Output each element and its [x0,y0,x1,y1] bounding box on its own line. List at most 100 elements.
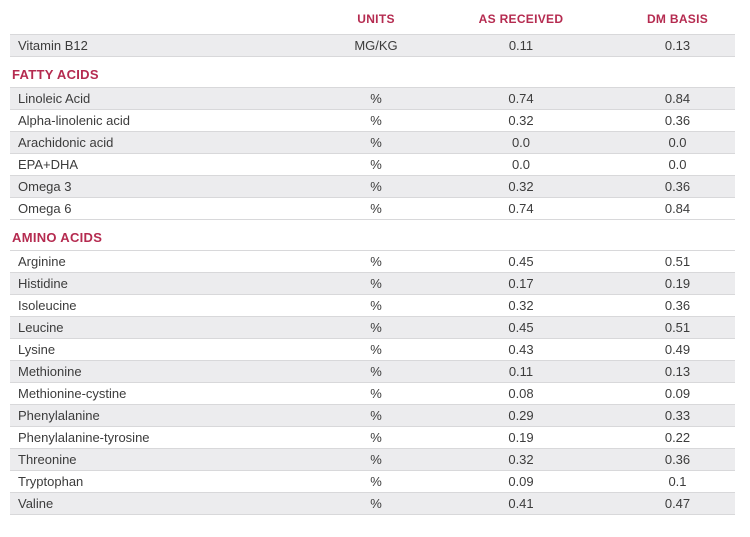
row-label: Isoleucine [10,294,330,317]
row-label: Methionine [10,360,330,383]
row-as-received: 0.74 [422,197,620,220]
row-units: % [330,382,422,405]
row-label: Omega 3 [10,175,330,198]
row-as-received: 0.45 [422,250,620,273]
row-dm-basis: 0.84 [620,197,735,220]
row-label: Alpha-linolenic acid [10,109,330,132]
row-dm-basis: 0.13 [620,360,735,383]
row-dm-basis: 0.51 [620,250,735,273]
row-label: Threonine [10,448,330,471]
table-row: Isoleucine% 0.32 0.36 [10,294,735,317]
row-units: % [330,153,422,176]
row-label: Tryptophan [10,470,330,493]
row-label: Arginine [10,250,330,273]
row-dm-basis: 0.36 [620,175,735,198]
row-units: % [330,272,422,295]
row-as-received: 0.32 [422,109,620,132]
column-header-as-received: AS RECEIVED [478,12,564,26]
row-as-received: 0.08 [422,382,620,405]
row-as-received: 0.09 [422,470,620,493]
table-row: Vitamin B12 MG/KG 0.11 0.13 [10,34,735,57]
row-dm-basis: 0.22 [620,426,735,449]
row-dm-basis: 0.51 [620,316,735,339]
row-as-received: 0.32 [422,448,620,471]
row-dm-basis: 0.36 [620,294,735,317]
row-units: % [330,338,422,361]
table-row: Alpha-linolenic acid% 0.32 0.36 [10,109,735,132]
row-as-received: 0.19 [422,426,620,449]
row-units: MG/KG [330,34,422,57]
row-label: Valine [10,492,330,515]
row-dm-basis: 0.84 [620,87,735,110]
row-units: % [330,131,422,154]
row-dm-basis: 0.0 [620,153,735,176]
row-label: Vitamin B12 [10,34,330,57]
section-heading-row: AMINO ACIDS [10,220,735,251]
row-units: % [330,492,422,515]
section-heading: FATTY ACIDS [12,67,99,82]
nutrient-table-container: UNITS AS RECEIVED DM BASIS Vitamin B12 MG… [10,6,735,515]
row-dm-basis: 0.09 [620,382,735,405]
row-dm-basis: 0.0 [620,131,735,154]
row-label: Leucine [10,316,330,339]
table-row: EPA+DHA% 0.0 0.0 [10,153,735,176]
row-dm-basis: 0.33 [620,404,735,427]
row-as-received: 0.74 [422,87,620,110]
row-as-received: 0.11 [422,34,620,57]
table-row: Valine% 0.41 0.47 [10,492,735,515]
row-label: Phenylalanine [10,404,330,427]
table-row: Histidine% 0.17 0.19 [10,272,735,295]
row-label: Omega 6 [10,197,330,220]
row-label: Methionine-cystine [10,382,330,405]
row-as-received: 0.17 [422,272,620,295]
column-header-empty [10,6,330,35]
table-row: Arginine% 0.45 0.51 [10,250,735,273]
table-row: Methionine% 0.11 0.13 [10,360,735,383]
table-row: Tryptophan% 0.09 0.1 [10,470,735,493]
table-row: Omega 6% 0.74 0.84 [10,197,735,220]
row-dm-basis: 0.19 [620,272,735,295]
row-label: Phenylalanine-tyrosine [10,426,330,449]
row-units: % [330,175,422,198]
row-as-received: 0.0 [422,131,620,154]
row-as-received: 0.0 [422,153,620,176]
table-row: Leucine% 0.45 0.51 [10,316,735,339]
column-header-units: UNITS [357,12,395,26]
nutrient-table: UNITS AS RECEIVED DM BASIS Vitamin B12 MG… [10,6,735,515]
row-label: Histidine [10,272,330,295]
row-units: % [330,87,422,110]
row-units: % [330,360,422,383]
row-as-received: 0.11 [422,360,620,383]
table-row: Phenylalanine% 0.29 0.33 [10,404,735,427]
row-label: EPA+DHA [10,153,330,176]
row-as-received: 0.43 [422,338,620,361]
row-dm-basis: 0.47 [620,492,735,515]
row-dm-basis: 0.1 [620,470,735,493]
row-units: % [330,316,422,339]
row-units: % [330,197,422,220]
row-label: Lysine [10,338,330,361]
row-units: % [330,470,422,493]
table-row: Methionine-cystine% 0.08 0.09 [10,382,735,405]
row-units: % [330,250,422,273]
table-row: Phenylalanine-tyrosine% 0.19 0.22 [10,426,735,449]
row-as-received: 0.32 [422,175,620,198]
row-label: Linoleic Acid [10,87,330,110]
column-header-row: UNITS AS RECEIVED DM BASIS [10,6,735,35]
table-row: Omega 3% 0.32 0.36 [10,175,735,198]
section-heading-row: FATTY ACIDS [10,57,735,88]
row-dm-basis: 0.36 [620,109,735,132]
row-units: % [330,448,422,471]
table-row: Arachidonic acid% 0.0 0.0 [10,131,735,154]
row-label: Arachidonic acid [10,131,330,154]
table-row: Lysine% 0.43 0.49 [10,338,735,361]
table-body: Vitamin B12 MG/KG 0.11 0.13 FATTY ACIDS Linol… [10,34,735,515]
row-as-received: 0.32 [422,294,620,317]
row-dm-basis: 0.36 [620,448,735,471]
column-header-dm-basis: DM BASIS [646,12,709,26]
row-units: % [330,404,422,427]
row-as-received: 0.45 [422,316,620,339]
row-as-received: 0.41 [422,492,620,515]
row-dm-basis: 0.13 [620,34,735,57]
table-row: Threonine% 0.32 0.36 [10,448,735,471]
